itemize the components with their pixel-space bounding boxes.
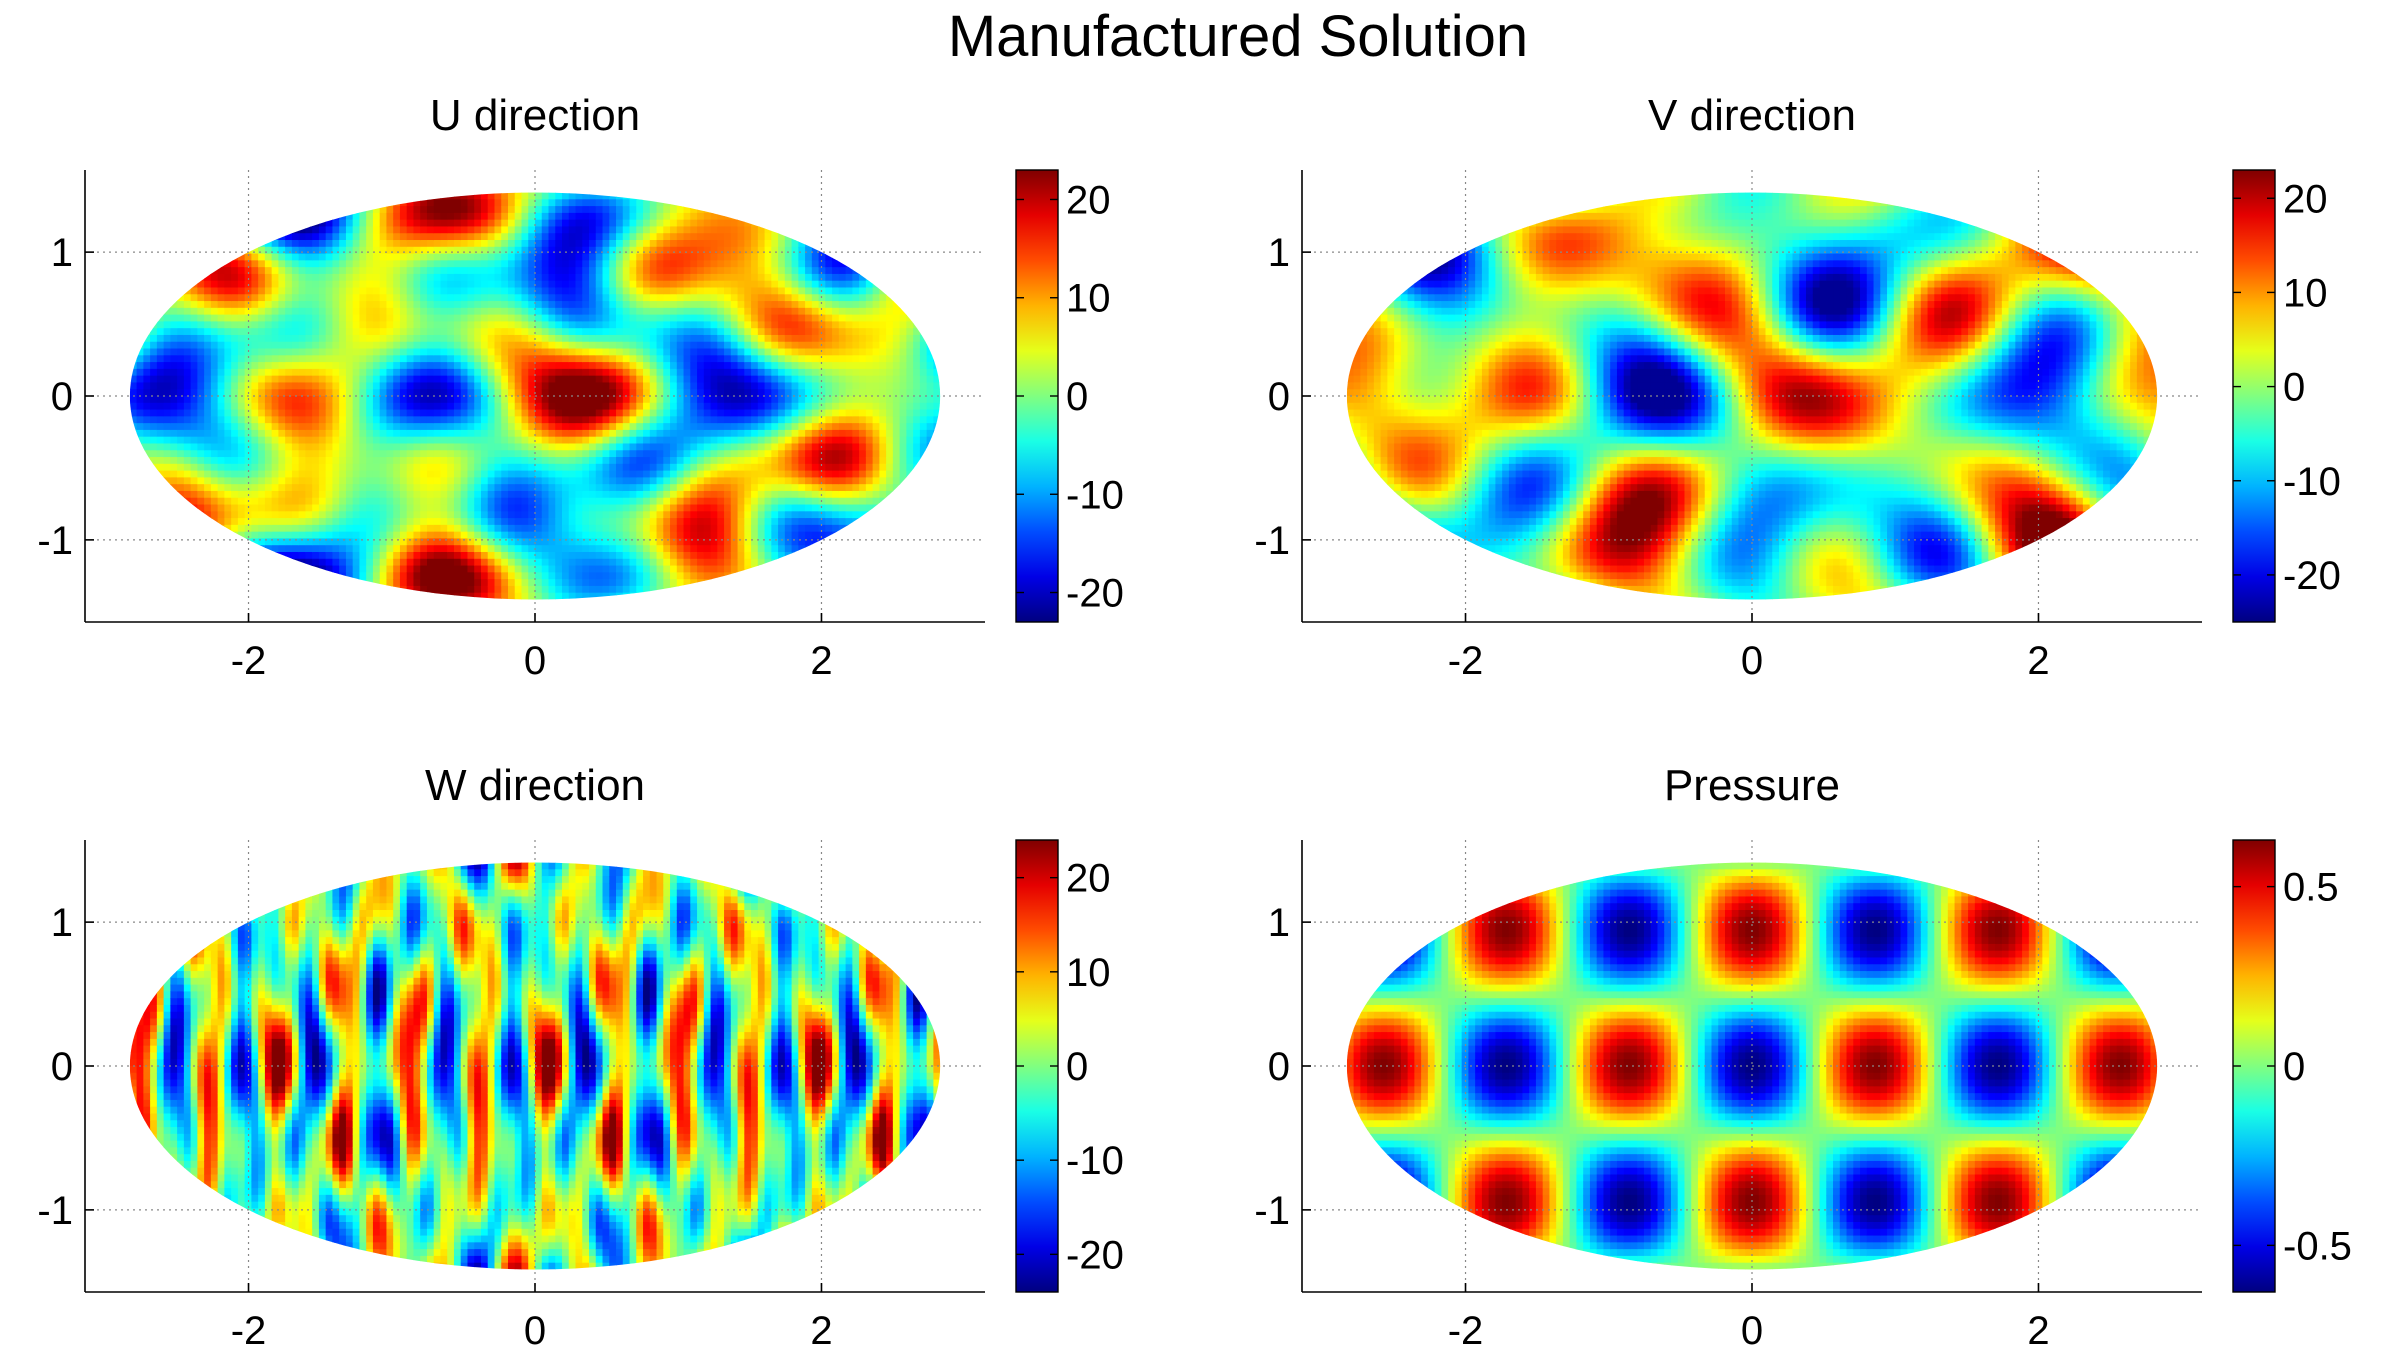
colorbar-tick-label: -10: [2283, 460, 2341, 504]
y-tick-label: -1: [1254, 1189, 1290, 1233]
x-tick-label: 2: [2027, 639, 2049, 683]
panel-title: W direction: [425, 761, 645, 810]
x-tick-label: -2: [231, 639, 267, 683]
colorbar-tick-label: 0.5: [2283, 866, 2339, 910]
y-tick-label: 1: [1268, 231, 1290, 275]
y-tick-label: 1: [51, 901, 73, 945]
panel-title: U direction: [430, 91, 640, 140]
colorbar-tick-label: -20: [2283, 554, 2341, 598]
colorbar-tick-label: 0: [2283, 1045, 2305, 1089]
panel-title: Pressure: [1664, 761, 1840, 810]
colorbar-tick-label: 0: [1066, 375, 1088, 419]
y-tick-label: 0: [1268, 1045, 1290, 1089]
x-tick-label: 0: [1741, 639, 1763, 683]
y-tick-label: 0: [51, 375, 73, 419]
x-tick-label: -2: [1448, 1309, 1484, 1348]
y-tick-label: -1: [37, 519, 73, 563]
colorbar-tick-label: -0.5: [2283, 1224, 2352, 1268]
colorbar-tick-label: 20: [1066, 178, 1111, 222]
colorbar-tick-label: 20: [2283, 177, 2328, 221]
x-tick-label: 2: [810, 639, 832, 683]
colorbar-tick-label: 10: [2283, 271, 2328, 315]
colorbar-tick-label: 0: [1066, 1045, 1088, 1089]
figure-title: Manufactured Solution: [948, 4, 1528, 69]
colorbar: -0.5 0 0.5: [2232, 839, 2352, 1293]
panel-4: Pressure -2 0 2 -1 0 1 -0.5 0 0.5: [1254, 761, 2352, 1348]
colorbar: -20 -10 0 10 20: [2232, 169, 2341, 623]
y-tick-label: 0: [51, 1045, 73, 1089]
colorbar: -20 -10 0 10 20: [1015, 169, 1124, 623]
colorbar-tick-label: -20: [1066, 1233, 1124, 1277]
heatmap-field: [1346, 192, 2158, 600]
y-tick-label: 1: [51, 231, 73, 275]
colorbar: -20 -10 0 10 20: [1015, 839, 1124, 1293]
x-tick-label: 2: [2027, 1309, 2049, 1348]
colorbar-tick-label: 20: [1066, 857, 1111, 901]
x-tick-label: 0: [1741, 1309, 1763, 1348]
colorbar-tick-label: -20: [1066, 572, 1124, 616]
x-tick-label: 2: [810, 1309, 832, 1348]
panel-title: V direction: [1648, 91, 1856, 140]
y-tick-label: 0: [1268, 375, 1290, 419]
x-tick-label: 0: [524, 639, 546, 683]
y-tick-label: -1: [37, 1189, 73, 1233]
y-tick-label: -1: [1254, 519, 1290, 563]
colorbar-tick-label: -10: [1066, 1139, 1124, 1183]
colorbar-tick-label: 10: [1066, 277, 1111, 321]
colorbar-tick-label: 10: [1066, 951, 1111, 995]
colorbar-tick-label: 0: [2283, 366, 2305, 410]
y-tick-label: 1: [1268, 901, 1290, 945]
colorbar-tick-label: -10: [1066, 473, 1124, 517]
x-tick-label: -2: [231, 1309, 267, 1348]
x-tick-label: -2: [1448, 639, 1484, 683]
x-tick-label: 0: [524, 1309, 546, 1348]
